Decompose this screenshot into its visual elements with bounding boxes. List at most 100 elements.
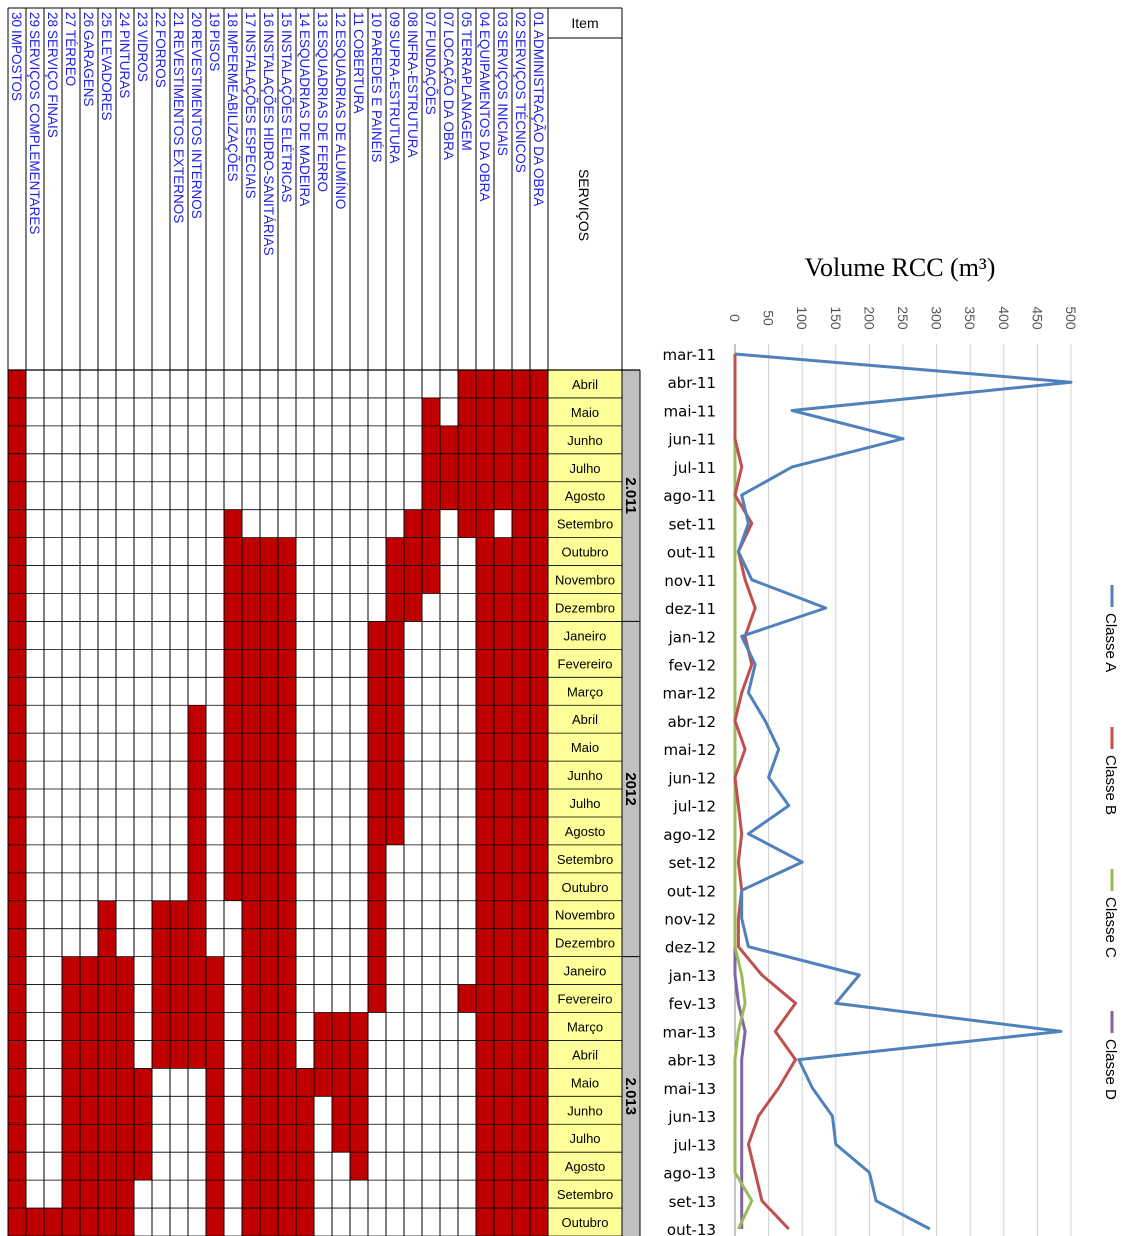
value-tick-label: 300 [929, 306, 945, 330]
item-name: PAREDES E PAINÉIS [369, 30, 384, 162]
value-tick-label: 350 [962, 306, 978, 330]
category-label: fev-13 [669, 995, 716, 1013]
item-label: 25 ELEVADORES [99, 12, 114, 121]
category-label: jan-12 [668, 628, 716, 646]
value-tick-label: 500 [1063, 306, 1079, 330]
item-label: 11 COBERTURA [351, 12, 366, 114]
item-number: 10 [369, 12, 384, 27]
activity-bar [458, 984, 476, 1013]
item-number: 28 [45, 12, 60, 27]
item-name: INSTALAÇÕES HIDRO-SANITÁRIAS [261, 30, 276, 256]
item-number: 02 [513, 12, 528, 27]
activity-bar [332, 1012, 350, 1153]
category-label: jun-11 [667, 431, 716, 449]
item-number: 25 [99, 12, 114, 27]
year-label: 2.013 [622, 1078, 639, 1116]
series-line-classe-c [733, 354, 754, 1230]
month-label: Abril [572, 377, 598, 392]
category-label: dez-11 [665, 600, 716, 618]
item-name: REVESTIMENTOS EXTERNOS [171, 30, 186, 223]
month-label: Junho [567, 1103, 602, 1118]
item-label: 13 ESQUADRIAS DE FERRO [315, 12, 330, 192]
item-number: 24 [117, 12, 132, 28]
item-number: 30 [9, 12, 24, 27]
year-column-bg [622, 370, 640, 1236]
category-label: dez-12 [665, 939, 716, 957]
item-name: SUPRA-ESTRUTURA [387, 30, 402, 164]
month-label: Julho [569, 1131, 600, 1146]
month-label: Janeiro [564, 964, 607, 979]
value-tick-label: 450 [1029, 306, 1045, 330]
category-label: fev-12 [669, 656, 716, 674]
item-number: 26 [81, 12, 96, 27]
activity-bar [188, 705, 206, 1069]
activity-bar [494, 370, 512, 510]
category-label: set-13 [669, 1193, 716, 1211]
item-number: 11 [351, 12, 366, 26]
category-label: mar-11 [662, 346, 716, 364]
item-label: 05 TERRAPLANAGEM [459, 12, 474, 151]
category-label: out-11 [667, 544, 716, 562]
month-label: Junho [567, 433, 602, 448]
category-label: set-11 [669, 515, 716, 533]
month-column-bg [548, 370, 622, 1236]
item-label: 07 FUNDAÇÕES [423, 12, 438, 115]
item-name: REVESTIMENTOS INTERNOS [189, 30, 204, 219]
item-name: PINTURAS [117, 30, 132, 98]
item-name: GARAGENS [81, 30, 96, 107]
header-services-label: SERVIÇOS [576, 169, 592, 241]
month-label: Setembro [557, 1187, 613, 1202]
item-label: 23 VIDROS [135, 12, 150, 82]
item-label: 02 SERVIÇOS TÉCNICOS [513, 12, 528, 173]
category-label: abr-11 [668, 374, 716, 392]
activity-bar [314, 1012, 332, 1097]
item-label: 01 ADMINISTRAÇÃO DA OBRA [531, 12, 546, 206]
category-label: set-12 [669, 854, 716, 872]
item-name: INSTALAÇÕES ELÉTRICAS [279, 30, 294, 202]
activity-bar [26, 1208, 44, 1236]
month-label: Fevereiro [558, 992, 613, 1007]
month-label: Agosto [565, 1159, 605, 1174]
item-number: 12 [333, 12, 348, 27]
legend-label: Classe D [1102, 1039, 1119, 1100]
item-name: LOCAÇÃO DA OBRA [441, 30, 456, 160]
legend-label: Classe C [1102, 897, 1119, 958]
month-label: Abril [572, 712, 598, 727]
category-label: ago-11 [663, 487, 716, 505]
month-label: Maio [571, 1075, 599, 1090]
item-name: SERVIÇOS INICIAIS [495, 30, 510, 156]
item-name: SERVIÇOS TÉCNICOS [513, 30, 528, 173]
item-label: 15 INSTALAÇÕES ELÉTRICAS [279, 12, 294, 202]
item-label: 27 TÉRREO [63, 12, 78, 86]
item-label: 29 SERVIÇOS COMPLEMENTARES [27, 12, 42, 234]
item-number: 07 [441, 12, 456, 27]
month-label: Dezembro [555, 936, 615, 951]
series-line-classe-b [733, 354, 797, 1231]
month-label: Maio [571, 740, 599, 755]
category-label: mar-12 [662, 685, 716, 703]
item-name: IMPERMEABILIZAÇÕES [225, 30, 240, 182]
category-label: mai-11 [664, 402, 716, 420]
item-label: 03 SERVIÇOS INICIAIS [495, 12, 510, 156]
item-number: 15 [279, 12, 294, 27]
month-label: Outubro [562, 1215, 609, 1230]
category-label: jul-11 [673, 459, 716, 477]
item-number: 04 [477, 12, 492, 28]
item-name: SERVIÇO FINAIS [45, 30, 60, 138]
month-label: Maio [571, 405, 599, 420]
month-label: Novembro [555, 908, 615, 923]
item-number: 18 [225, 12, 240, 27]
item-name: ESQUADRIAS DE ALUMÍNIO [333, 30, 348, 209]
activity-bar [422, 397, 440, 594]
item-name: INFRA-ESTRUTURA [405, 30, 420, 158]
month-label: Fevereiro [558, 656, 613, 671]
item-name: ADMINISTRAÇÃO DA OBRA [531, 30, 546, 206]
item-name: FUNDAÇÕES [423, 30, 438, 115]
activity-bar [260, 537, 278, 1236]
month-label: Março [567, 684, 603, 699]
item-name: ESQUADRIAS DE MADEIRA [297, 30, 312, 206]
item-number: 14 [297, 12, 312, 28]
month-label: Agosto [565, 824, 605, 839]
item-name: FORROS [153, 30, 168, 88]
